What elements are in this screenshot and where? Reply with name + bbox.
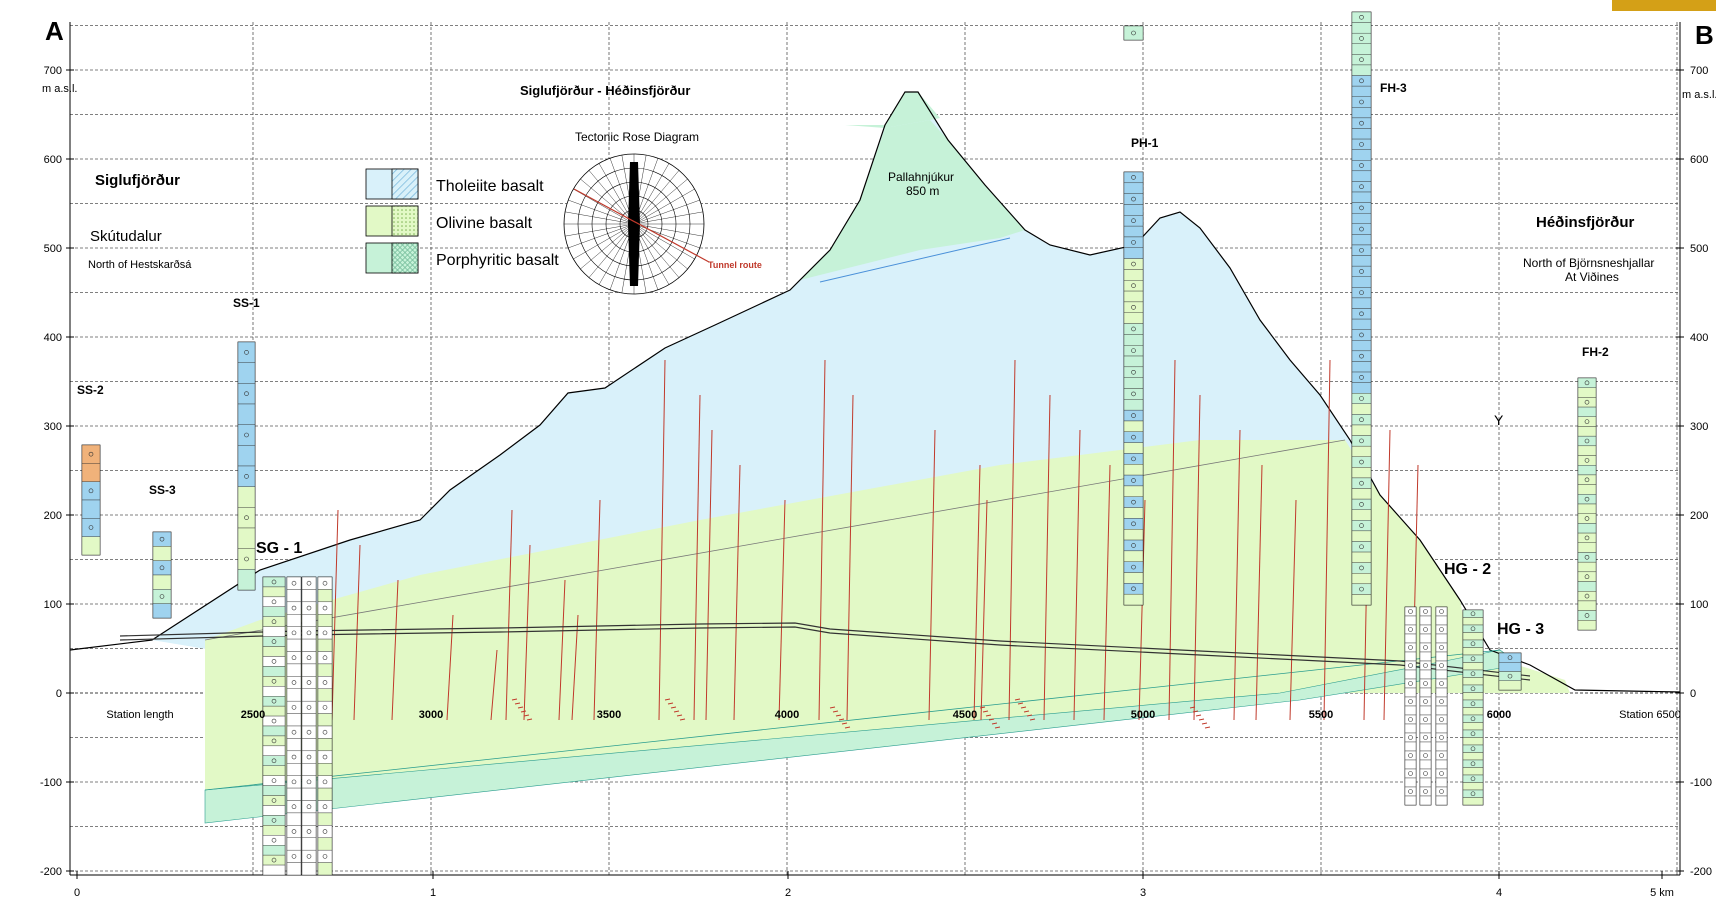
km-label: 1: [430, 887, 436, 899]
station-label: 3500: [597, 709, 621, 721]
corner-label-b: B: [1695, 20, 1714, 50]
elevation-unit-left: m a.s.l.: [42, 83, 77, 95]
y-tick-right: 200: [1690, 510, 1708, 522]
station-label: Station 6500: [1619, 709, 1681, 721]
borehole-label-fh2: FH-2: [1582, 345, 1609, 359]
contact-line-3: [819, 237, 1011, 283]
borehole-label-ss1: SS-1: [233, 296, 260, 310]
left-valley-name: Skútudalur: [90, 228, 162, 245]
borehole-label-hg2: HG - 2: [1444, 561, 1491, 578]
y-tick-right: 600: [1690, 154, 1708, 166]
station-label: 5500: [1309, 709, 1333, 721]
plot-frame: [69, 0, 1716, 876]
tunnel-route: [119, 622, 1531, 681]
topographic-surface: [69, 91, 1681, 693]
contact-line-1: [204, 439, 1346, 641]
right-place-note-1: North of Björnsneshjallar: [1523, 256, 1654, 270]
borehole-label-ss2: SS-2: [77, 383, 104, 397]
olivine-unit: [205, 440, 1570, 790]
section-title: Siglufjörður - Héðinsfjörður: [520, 83, 690, 98]
right-place-note-2: At Viðines: [1565, 270, 1619, 284]
rose-title: Tectonic Rose Diagram: [575, 130, 699, 144]
station-label: 4500: [953, 709, 977, 721]
y-tick-left: 100: [44, 599, 62, 611]
left-place-note: North of Hestskarðsá: [88, 259, 192, 271]
borehole-labels: SS-2 SS-3 SS-1 SG - 1 PH-1 FH-3 HG - 2 H…: [77, 81, 1609, 638]
y-tick-left: -100: [40, 777, 62, 789]
legend-label-porphyritic: Porphyritic basalt: [436, 252, 559, 269]
station-label: 6000: [1487, 709, 1511, 721]
km-label: 2: [785, 887, 791, 899]
tunnel-route-label: Tunnel route: [708, 260, 762, 270]
y-tick-left: 200: [44, 510, 62, 522]
station-label: 2500: [241, 709, 265, 721]
station-label: 5000: [1131, 709, 1155, 721]
right-place-name: Héðinsfjörður: [1536, 214, 1634, 231]
station-label: 3000: [419, 709, 443, 721]
station-label: Station length: [106, 709, 173, 721]
y-tick-left: 0: [56, 688, 62, 700]
y-tick-right: 0: [1690, 688, 1696, 700]
elevation-unit-right: m a.s.l.: [1682, 89, 1716, 101]
tholeiite-unit: [152, 92, 1460, 658]
strata: [69, 91, 1681, 824]
y-tick-right: 100: [1690, 599, 1708, 611]
legend-label-olivine: Olivine basalt: [436, 215, 533, 232]
station-label: 4000: [775, 709, 799, 721]
marker-y: Y: [1494, 412, 1504, 428]
y-tick-right: 300: [1690, 421, 1708, 433]
y-tick-right: 700: [1690, 65, 1708, 77]
y-tick-left: 300: [44, 421, 62, 433]
y-tick-left: 400: [44, 332, 62, 344]
tectonic-rose-diagram: [563, 153, 710, 295]
y-tick-left: -200: [40, 866, 62, 878]
borehole-label-ph1: PH-1: [1131, 136, 1159, 150]
legend: Tholeiite basalt Olivine basalt Porphyri…: [365, 168, 559, 274]
borehole-label-hg3: HG - 3: [1497, 621, 1544, 638]
borehole-label-fh3: FH-3: [1380, 81, 1407, 95]
y-axis-left: 700 600 500 400 300 200 100 0 -100 -200: [40, 65, 74, 878]
y-tick-left: 700: [44, 65, 62, 77]
borehole-label-sg1: SG - 1: [256, 540, 302, 557]
y-tick-right: 500: [1690, 243, 1708, 255]
km-label: 3: [1140, 887, 1146, 899]
borehole-label-ss3: SS-3: [149, 483, 176, 497]
station-axis: Station length 2500 3000 3500 4000 4500 5000 55…: [106, 709, 1681, 721]
legend-label-tholeiite: Tholeiite basalt: [436, 178, 544, 195]
y-axis-right: 700 600 500 400 300 200 100 0 -100 -200: [1676, 65, 1712, 878]
km-label: 5 km: [1650, 887, 1674, 899]
km-label: 0: [74, 887, 80, 899]
km-label: 4: [1496, 887, 1502, 899]
peak-elevation: 850 m: [906, 184, 939, 198]
y-tick-left: 500: [44, 243, 62, 255]
y-tick-left: 600: [44, 154, 62, 166]
y-tick-right: 400: [1690, 332, 1708, 344]
y-tick-right: -100: [1690, 777, 1712, 789]
corner-label-a: A: [45, 16, 64, 46]
y-tick-right: -200: [1690, 866, 1712, 878]
peak-porphyritic-cap: [845, 92, 940, 128]
peak-name: Pallahnjúkur: [888, 170, 954, 184]
left-place-name: Siglufjörður: [95, 172, 180, 189]
peak-porphyritic-unit: [800, 120, 1025, 280]
contact-line-2: [204, 649, 1501, 791]
borehole-columns: [81, 11, 1597, 876]
km-axis: 0 1 2 3 4 5 km: [74, 871, 1674, 899]
